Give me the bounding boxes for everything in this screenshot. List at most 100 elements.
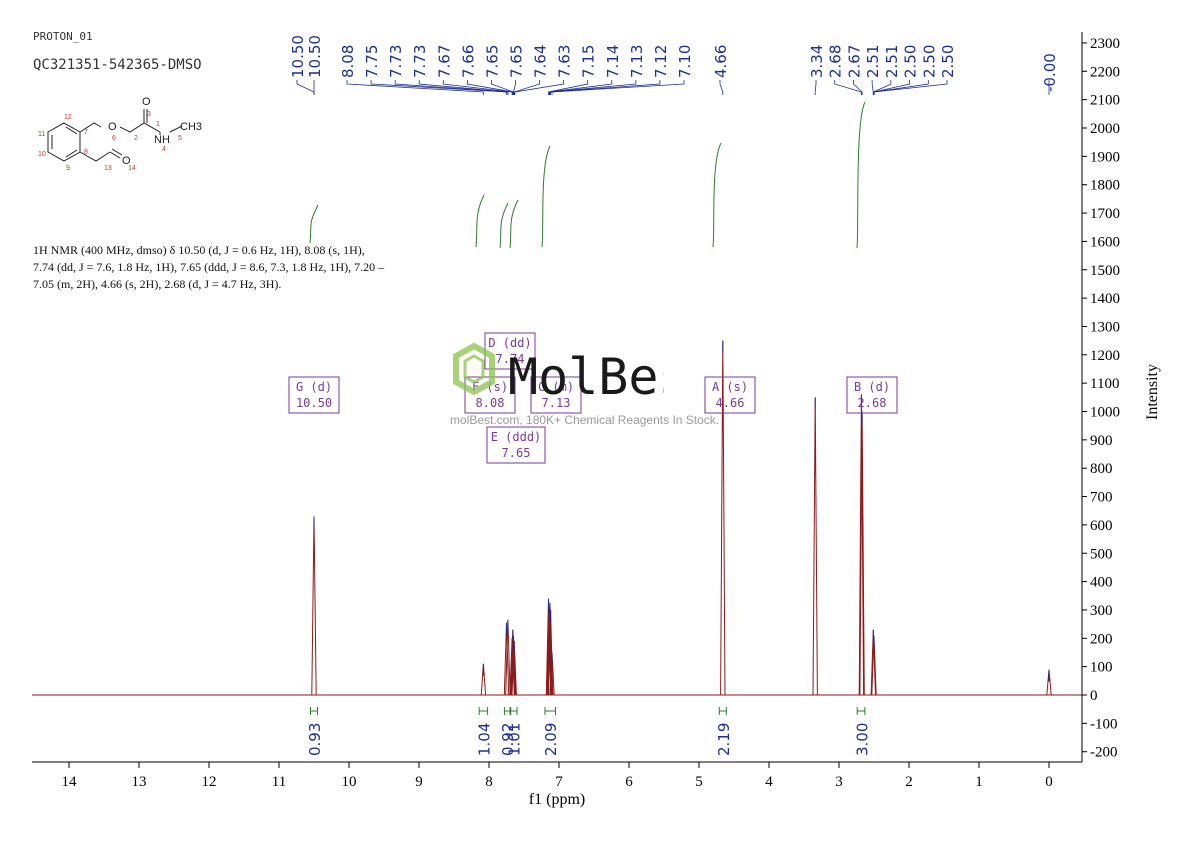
molbest-logo: MolBest — [453, 342, 664, 400]
x-tick-label: 7 — [555, 774, 563, 790]
atom-number: 14 — [128, 165, 136, 172]
x-tick-label: 3 — [835, 774, 843, 790]
multiplet-label: B (d) — [854, 380, 890, 394]
x-tick-label: 10 — [342, 774, 357, 790]
atom-number: 8 — [84, 149, 88, 156]
peak-label-leader — [549, 80, 637, 95]
molecule-structure: O O NH CH3 O 1 2 3 4 5 6 7 8 9 10 11 12 … — [38, 96, 202, 172]
y-tick-label: 2000 — [1090, 121, 1120, 137]
peak-label-leader — [550, 80, 661, 95]
atom-number: 11 — [38, 131, 45, 138]
x-tick-label: 1 — [975, 774, 983, 790]
peak-label-leader — [514, 80, 565, 95]
peak-label-leader — [466, 80, 514, 95]
atom-number: 3 — [147, 111, 151, 118]
peak-label: 7.66 — [459, 45, 477, 78]
integral-bracket — [544, 707, 556, 715]
peak-label: 7.75 — [363, 45, 381, 78]
multiplet-shift: 4.66 — [716, 396, 745, 410]
y-tick-label: 1400 — [1090, 291, 1120, 307]
peak-label-leader — [853, 80, 863, 95]
peak-label-leader — [513, 80, 516, 95]
atom-label: CH3 — [180, 121, 202, 133]
peak-label: 2.50 — [902, 45, 920, 78]
atom-label: O — [122, 155, 131, 167]
peak-label: 7.13 — [628, 45, 646, 78]
y-tick-label: 1800 — [1090, 178, 1120, 194]
y-tick-label: 2100 — [1090, 93, 1120, 109]
atom-number: 6 — [112, 135, 116, 142]
multiplet-box — [704, 376, 756, 414]
peak-label: 2.51 — [883, 45, 901, 78]
watermark-brand: MolBest — [508, 348, 664, 400]
y-tick-label: 1200 — [1090, 348, 1120, 364]
y-axis-label: Intensity — [1144, 364, 1161, 420]
integral-curve — [509, 199, 519, 249]
peak-label-leader — [346, 80, 484, 95]
integral-bracket — [478, 707, 489, 715]
peak-label: 7.67 — [435, 45, 453, 78]
atom-label: O — [142, 96, 151, 108]
y-tick-label: 1600 — [1090, 234, 1120, 250]
y-tick-label: 900 — [1090, 433, 1113, 449]
y-tick-label: 300 — [1090, 603, 1113, 619]
peak-label: 2.50 — [939, 45, 957, 78]
atom-label: O — [108, 121, 117, 133]
peak-label: 7.73 — [387, 45, 405, 78]
atom-number: 7 — [84, 129, 88, 136]
peak-label: 2.51 — [864, 45, 882, 78]
x-tick-label: 0 — [1045, 774, 1053, 790]
peak-label: 7.12 — [652, 45, 670, 78]
multiplet-label: G (d) — [296, 380, 332, 394]
peak-label: 7.64 — [532, 45, 550, 78]
peak-label: 2.67 — [845, 45, 863, 78]
sample-title: QC321351-542365-DMSO — [33, 57, 202, 73]
integral-curve — [309, 204, 319, 244]
x-tick-label: 6 — [625, 774, 633, 790]
peak-label-leader — [551, 80, 685, 95]
multiplet-label: D (dd) — [488, 336, 531, 350]
y-tick-label: 800 — [1090, 461, 1113, 477]
file-title: PROTON_01 — [33, 30, 93, 43]
peak-label-leader — [548, 80, 589, 95]
x-tick-label: 11 — [272, 774, 286, 790]
peak-label-leader — [370, 80, 507, 95]
y-tick-label: 600 — [1090, 518, 1113, 534]
peak-label: 4.66 — [712, 45, 730, 78]
peak-label: 8.08 — [339, 45, 357, 78]
peak-label-leader — [834, 80, 862, 95]
peak-label-leader — [814, 80, 817, 95]
multiplet-shift: 2.68 — [858, 396, 887, 410]
y-tick-label: 500 — [1090, 546, 1113, 562]
y-tick-label: 700 — [1090, 490, 1113, 506]
multiplet-label: E (ddd) — [491, 430, 542, 444]
integral-value: 2.09 — [542, 723, 560, 756]
y-tick-label: 400 — [1090, 575, 1113, 591]
y-tick-label: 0 — [1090, 688, 1098, 704]
y-tick-label: 1900 — [1090, 149, 1120, 165]
peak-label-leader — [719, 80, 724, 95]
multiplet-box — [846, 376, 898, 414]
atom-number: 1 — [156, 121, 160, 128]
peak-label: 2.50 — [920, 45, 938, 78]
spectrum-peak — [812, 397, 818, 696]
peak-label-leader — [513, 80, 540, 95]
peak-label: 10.50 — [306, 35, 324, 78]
x-tick-label: 12 — [202, 774, 217, 790]
y-tick-label: 2200 — [1090, 64, 1120, 80]
integral-curve — [475, 194, 485, 248]
x-tick-label: 2 — [905, 774, 913, 790]
integral-curve — [541, 145, 551, 248]
peak-label-leader — [872, 80, 892, 95]
peak-label: 7.10 — [676, 45, 694, 78]
peak-label: 7.73 — [411, 45, 429, 78]
peak-label: 7.15 — [580, 45, 598, 78]
peak-label: -0.00 — [1041, 53, 1059, 92]
atom-number: 5 — [178, 135, 182, 142]
peak-label-leader — [418, 80, 509, 95]
spectrum-peak — [311, 516, 317, 696]
multiplet-shift: 8.08 — [476, 396, 505, 410]
multiplet-box — [486, 426, 546, 464]
atom-number: 2 — [134, 135, 138, 142]
y-tick-label: 1300 — [1090, 319, 1120, 335]
